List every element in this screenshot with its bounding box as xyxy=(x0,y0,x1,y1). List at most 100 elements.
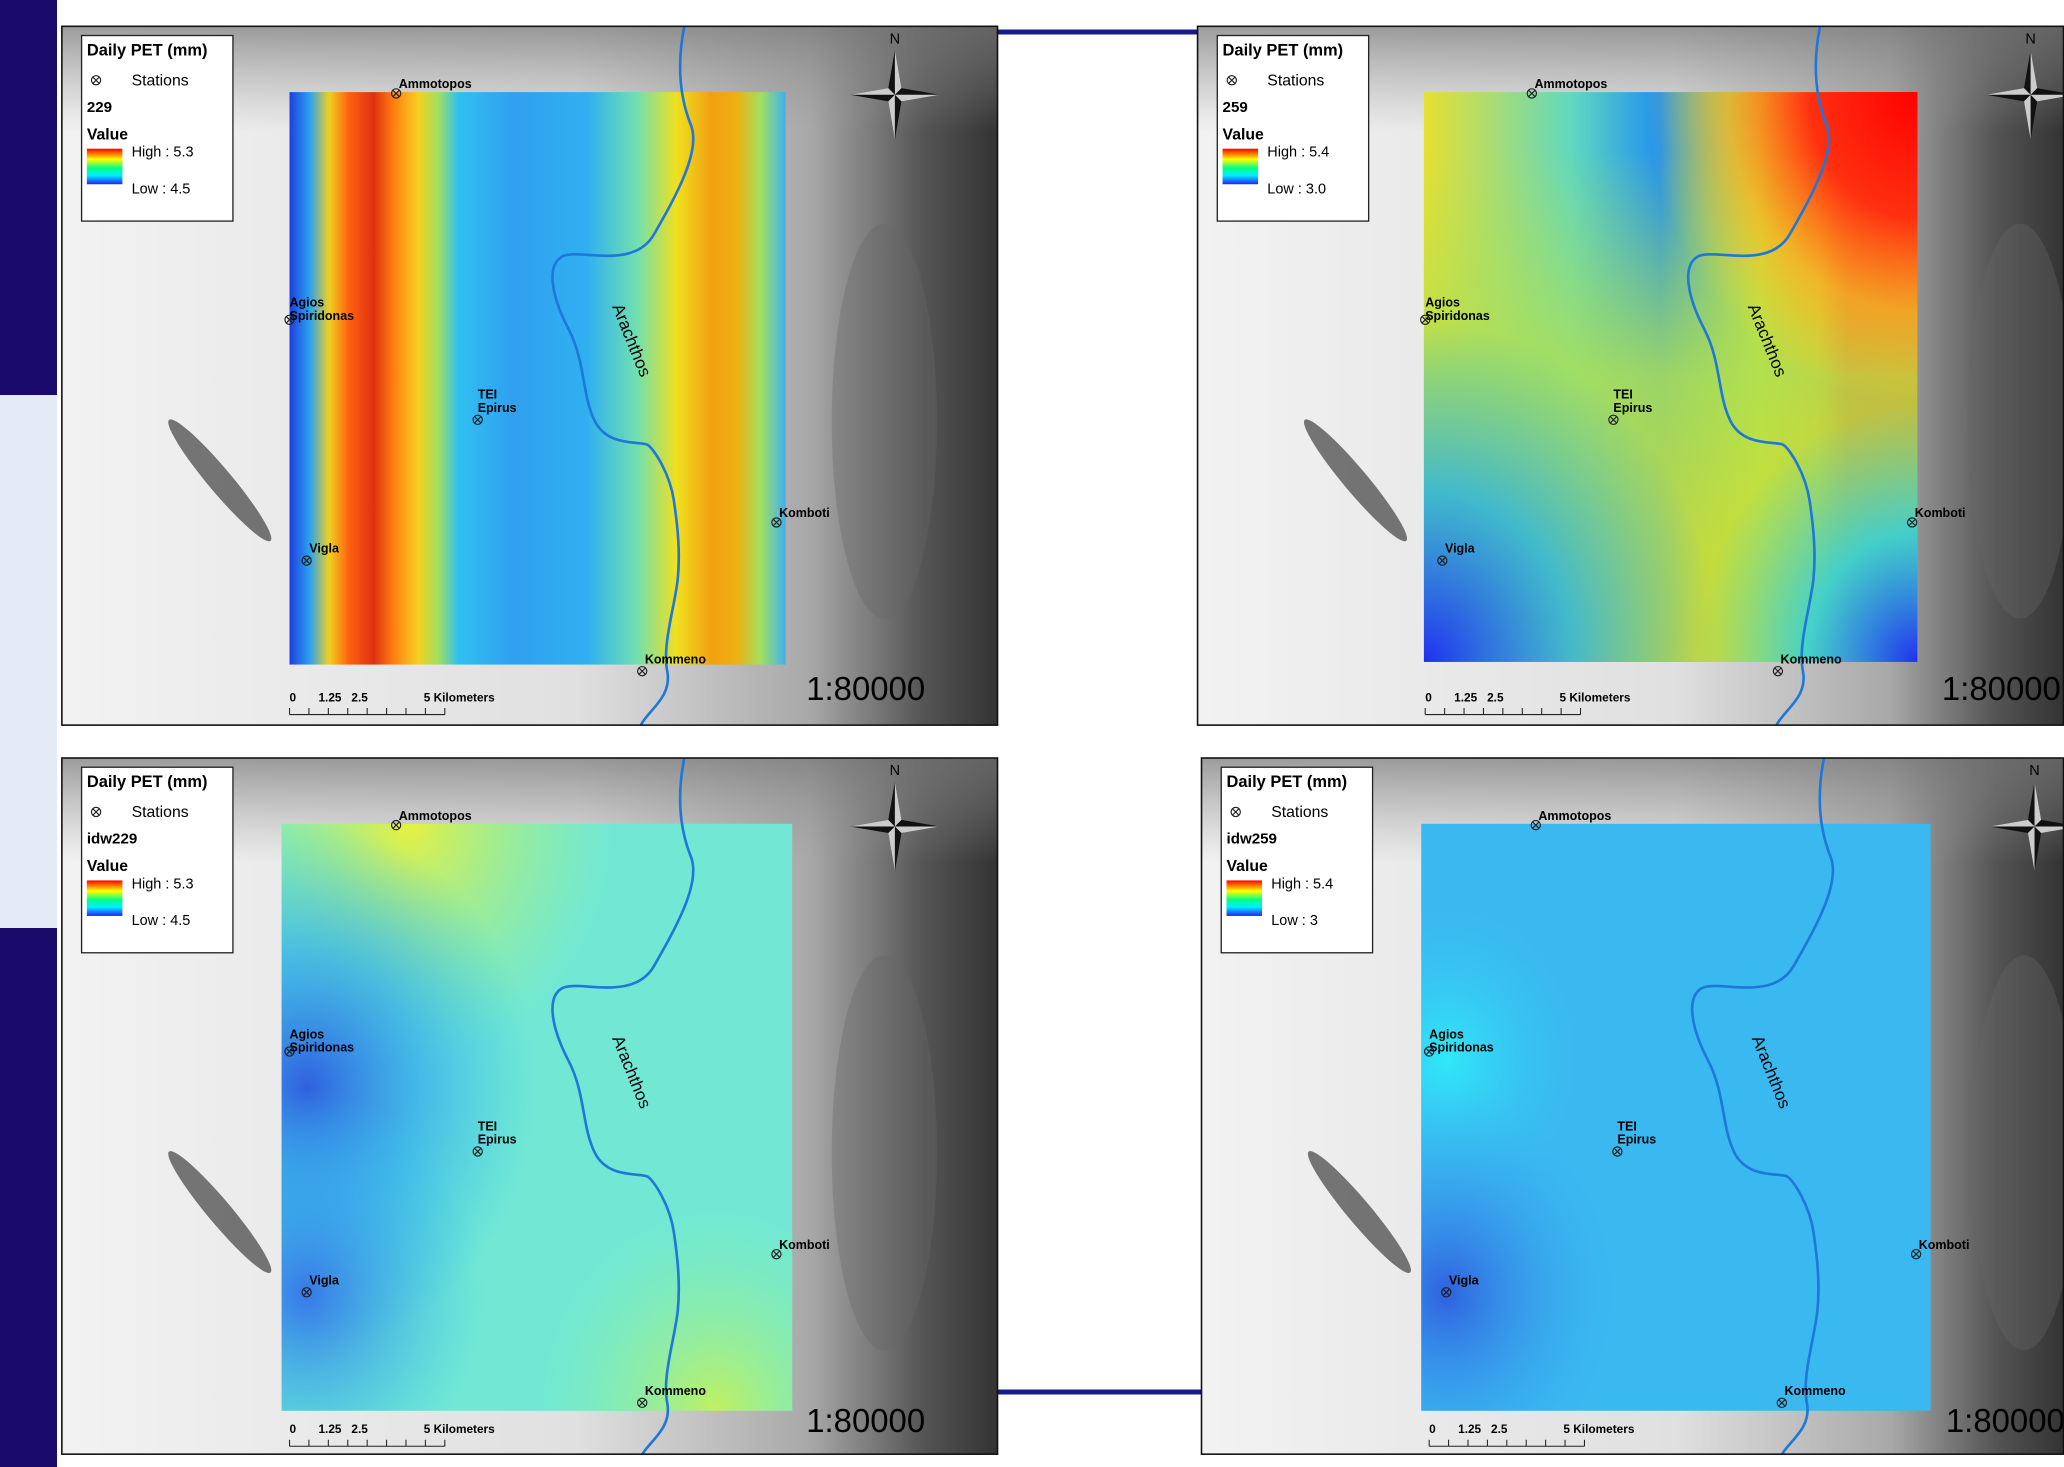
interpolated-field xyxy=(290,92,786,664)
legend-stations: Stations xyxy=(1271,804,1328,821)
station-label: Ammotopos xyxy=(1534,77,1607,91)
scale-bar-label: 1.25 xyxy=(1458,1422,1481,1436)
station-label: Agios xyxy=(290,296,325,310)
legend-ramp xyxy=(1227,880,1263,916)
scale-bar-label: 5 Kilometers xyxy=(424,1422,495,1436)
scale-bar-label: 2.5 xyxy=(351,690,368,704)
legend-title: Daily PET (mm) xyxy=(1223,41,1344,59)
scale-bar-label: 1.25 xyxy=(1454,690,1477,704)
scale-bar-label: 0 xyxy=(1429,1422,1436,1436)
station-label: Spiridonas xyxy=(290,1040,355,1054)
legend-layer: idw259 xyxy=(1227,831,1277,848)
legend-title: Daily PET (mm) xyxy=(87,41,208,59)
legend-high: High : 5.4 xyxy=(1267,145,1329,161)
interpolated-field xyxy=(282,824,793,1411)
legend-value: Value xyxy=(87,858,128,875)
station-label: Vigla xyxy=(1445,542,1476,556)
station-label: Ammotopos xyxy=(399,809,472,823)
station-label: Kommeno xyxy=(1784,1384,1845,1398)
scale-ratio: 1:80000 xyxy=(806,670,925,707)
scale-bar-label: 1.25 xyxy=(318,1422,341,1436)
scale-ratio: 1:80000 xyxy=(1942,670,2061,707)
scale-ratio: 1:80000 xyxy=(1946,1402,2064,1439)
station-label: TEI xyxy=(1613,388,1632,402)
station-label: Vigla xyxy=(1449,1273,1480,1287)
station-label: Kommeno xyxy=(1781,652,1842,666)
scale-bar-label: 5 Kilometers xyxy=(1563,1422,1634,1436)
map-panel: ArachthosAmmotoposAgiosSpiridonasTEIEpir… xyxy=(1198,26,2064,725)
station-label: Spiridonas xyxy=(290,309,355,323)
station-label: Spiridonas xyxy=(1425,309,1490,323)
legend-low: Low : 3 xyxy=(1271,913,1318,929)
map-body: ArachthosAmmotoposAgiosSpiridonasTEIEpir… xyxy=(62,26,998,725)
legend-low: Low : 4.5 xyxy=(132,913,191,929)
map-body: ArachthosAmmotoposAgiosSpiridonasTEIEpir… xyxy=(1198,26,2064,725)
north-label: N xyxy=(890,31,900,47)
side-bar-light xyxy=(0,395,57,928)
station-label: Epirus xyxy=(1613,401,1652,415)
legend-value: Value xyxy=(1223,126,1264,143)
legend-layer: 229 xyxy=(87,99,112,116)
station-label: Spiridonas xyxy=(1429,1040,1494,1054)
scale-bar-label: 0 xyxy=(290,690,297,704)
station-label: Ammotopos xyxy=(1538,809,1611,823)
legend-high: High : 5.3 xyxy=(132,876,194,892)
station-label: Epirus xyxy=(1617,1133,1656,1147)
scale-bar-label: 5 Kilometers xyxy=(1559,690,1630,704)
scale-bar-label: 0 xyxy=(290,1422,297,1436)
legend-ramp xyxy=(87,149,123,185)
interpolated-field xyxy=(1424,92,1918,662)
station-label: Agios xyxy=(1425,296,1460,310)
station-label: Komboti xyxy=(1915,506,1966,520)
map-body: ArachthosAmmotoposAgiosSpiridonasTEIEpir… xyxy=(1202,758,2064,1457)
figure: ArachthosAmmotoposAgiosSpiridonasTEIEpir… xyxy=(0,0,2064,1467)
scale-ratio: 1:80000 xyxy=(806,1402,925,1439)
map-panel: ArachthosAmmotoposAgiosSpiridonasTEIEpir… xyxy=(1202,758,2064,1457)
legend-value: Value xyxy=(87,126,128,143)
legend-value: Value xyxy=(1227,858,1268,875)
station-label: TEI xyxy=(1617,1119,1636,1133)
station-label: Komboti xyxy=(779,1238,830,1252)
station-label: Agios xyxy=(290,1027,325,1041)
station-label: Vigla xyxy=(309,542,340,556)
station-label: Kommeno xyxy=(645,1384,706,1398)
legend-low: Low : 3.0 xyxy=(1267,181,1326,197)
map-panel: ArachthosAmmotoposAgiosSpiridonasTEIEpir… xyxy=(62,758,998,1457)
legend: Daily PET (mm) Stations idw229 ValueHigh : … xyxy=(82,767,233,953)
scale-bar-label: 1.25 xyxy=(318,690,341,704)
scale-bar-label: 2.5 xyxy=(1491,1422,1508,1436)
legend-ramp xyxy=(87,880,123,916)
legend-title: Daily PET (mm) xyxy=(87,773,208,791)
legend-low: Low : 4.5 xyxy=(132,181,191,197)
scale-bar-label: 5 Kilometers xyxy=(424,690,495,704)
interpolated-field xyxy=(1421,824,1930,1411)
scale-bar-label: 0 xyxy=(1425,690,1432,704)
station-label: TEI xyxy=(478,388,497,402)
legend-title: Daily PET (mm) xyxy=(1227,773,1348,791)
north-label: N xyxy=(890,763,900,779)
map-panel: ArachthosAmmotoposAgiosSpiridonasTEIEpir… xyxy=(62,26,998,725)
station-label: Komboti xyxy=(1919,1238,1970,1252)
legend-stations: Stations xyxy=(1267,73,1324,90)
station-label: Vigla xyxy=(309,1273,340,1287)
ridge xyxy=(832,955,937,1350)
scale-bar-label: 2.5 xyxy=(351,1422,368,1436)
ridge xyxy=(832,224,937,619)
north-label: N xyxy=(2025,31,2035,47)
legend-layer: 259 xyxy=(1223,99,1248,116)
station-label: Komboti xyxy=(779,506,830,520)
legend-ramp xyxy=(1223,149,1259,185)
legend-high: High : 5.4 xyxy=(1271,876,1333,892)
station-label: Epirus xyxy=(478,1133,517,1147)
station-label: Kommeno xyxy=(645,652,706,666)
legend-stations: Stations xyxy=(132,73,189,90)
north-label: N xyxy=(2029,763,2039,779)
scale-bar-label: 2.5 xyxy=(1487,690,1504,704)
legend-layer: idw229 xyxy=(87,831,137,848)
station-label: Ammotopos xyxy=(399,77,472,91)
station-label: Epirus xyxy=(478,401,517,415)
legend-stations: Stations xyxy=(132,804,189,821)
